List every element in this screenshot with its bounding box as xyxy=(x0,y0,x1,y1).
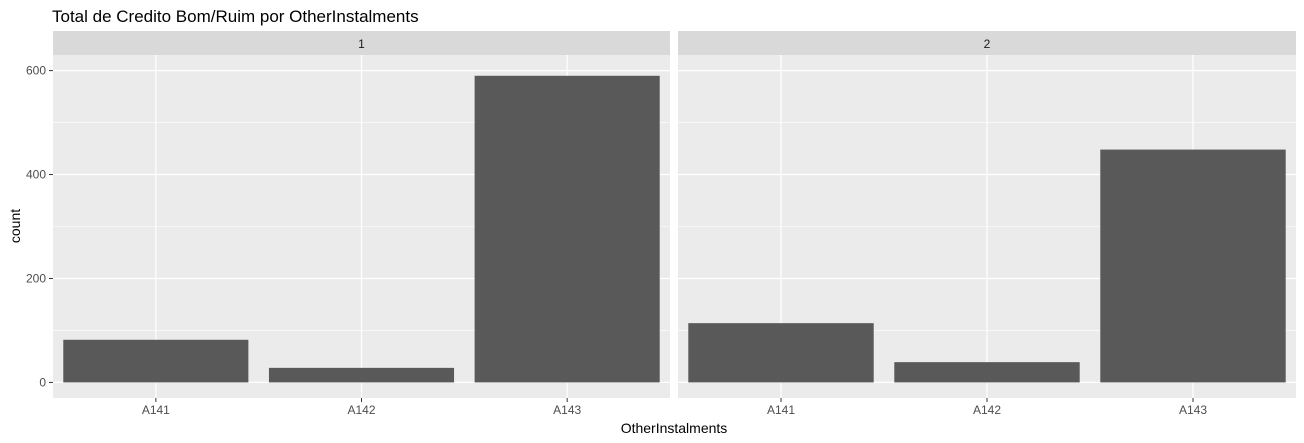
x-axis-title: OtherInstalments xyxy=(621,420,728,436)
facet-strip xyxy=(53,31,670,55)
y-axis: 0 200 400 600 xyxy=(26,64,53,389)
bar-a143-facet-1 xyxy=(474,75,660,383)
facet-strip-label: 1 xyxy=(358,37,365,51)
x-tick-label: A142 xyxy=(973,403,1001,417)
facet-panel-1: 1 A141 A142 A143 xyxy=(53,31,670,417)
bar-a141-facet-1 xyxy=(63,339,249,383)
y-tick-label: 600 xyxy=(26,64,46,78)
x-tick-label: A141 xyxy=(767,403,795,417)
chart-title: Total de Credito Bom/Ruim por OtherInsta… xyxy=(52,7,419,26)
y-tick-label: 200 xyxy=(26,271,46,285)
x-tick-label: A143 xyxy=(553,403,581,417)
x-tick-label: A143 xyxy=(1179,403,1207,417)
x-tick-label: A141 xyxy=(142,403,170,417)
bar-a143-facet-2 xyxy=(1100,149,1286,383)
facet-strip xyxy=(678,31,1296,55)
facet-panels: 1 A141 A142 A143 2 A141 A142 A143 xyxy=(53,31,1296,417)
y-tick-label: 0 xyxy=(39,375,46,389)
x-tick-label: A142 xyxy=(347,403,375,417)
bar-a141-facet-2 xyxy=(688,323,874,383)
y-tick-label: 400 xyxy=(26,168,46,182)
bar-a142-facet-1 xyxy=(268,367,455,383)
bar-a142-facet-2 xyxy=(894,362,1080,383)
facet-strip-label: 2 xyxy=(984,37,991,51)
y-axis-title: count xyxy=(7,209,23,243)
facet-panel-2: 2 A141 A142 A143 xyxy=(678,31,1296,417)
